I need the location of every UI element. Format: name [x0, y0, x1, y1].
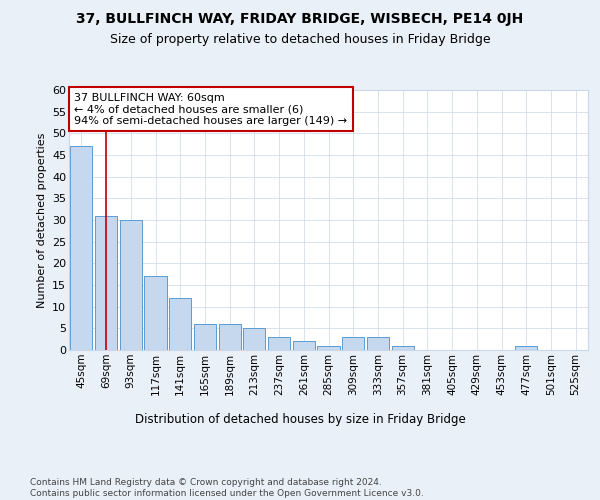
Text: Distribution of detached houses by size in Friday Bridge: Distribution of detached houses by size …	[134, 412, 466, 426]
Text: 37 BULLFINCH WAY: 60sqm
← 4% of detached houses are smaller (6)
94% of semi-deta: 37 BULLFINCH WAY: 60sqm ← 4% of detached…	[74, 92, 347, 126]
Bar	[119, 220, 142, 350]
Bar	[342, 337, 364, 350]
Bar	[367, 337, 389, 350]
Text: 37, BULLFINCH WAY, FRIDAY BRIDGE, WISBECH, PE14 0JH: 37, BULLFINCH WAY, FRIDAY BRIDGE, WISBEC…	[76, 12, 524, 26]
Bar	[293, 342, 315, 350]
Bar	[169, 298, 191, 350]
Bar	[392, 346, 414, 350]
Y-axis label: Number of detached properties: Number of detached properties	[37, 132, 47, 308]
Bar	[268, 337, 290, 350]
Bar	[95, 216, 117, 350]
Bar	[243, 328, 265, 350]
Bar	[218, 324, 241, 350]
Bar	[70, 146, 92, 350]
Bar	[145, 276, 167, 350]
Text: Size of property relative to detached houses in Friday Bridge: Size of property relative to detached ho…	[110, 32, 490, 46]
Text: Contains HM Land Registry data © Crown copyright and database right 2024.
Contai: Contains HM Land Registry data © Crown c…	[30, 478, 424, 498]
Bar	[515, 346, 538, 350]
Bar	[194, 324, 216, 350]
Bar	[317, 346, 340, 350]
